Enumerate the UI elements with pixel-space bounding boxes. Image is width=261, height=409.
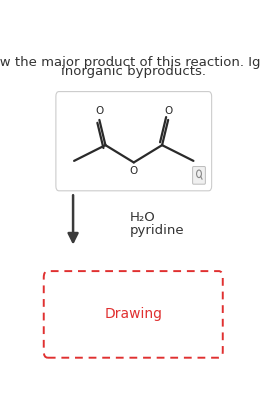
- Text: pyridine: pyridine: [130, 224, 184, 237]
- Text: inorganic byproducts.: inorganic byproducts.: [61, 65, 206, 78]
- FancyBboxPatch shape: [44, 271, 223, 358]
- Text: O: O: [95, 106, 104, 116]
- Text: H₂O: H₂O: [130, 211, 156, 224]
- Text: Drawing: Drawing: [105, 308, 163, 321]
- Text: Draw the major product of this reaction. Ignore: Draw the major product of this reaction.…: [0, 56, 261, 70]
- Text: O: O: [164, 106, 172, 116]
- FancyBboxPatch shape: [56, 92, 212, 191]
- Text: O: O: [130, 166, 138, 176]
- FancyBboxPatch shape: [193, 166, 205, 184]
